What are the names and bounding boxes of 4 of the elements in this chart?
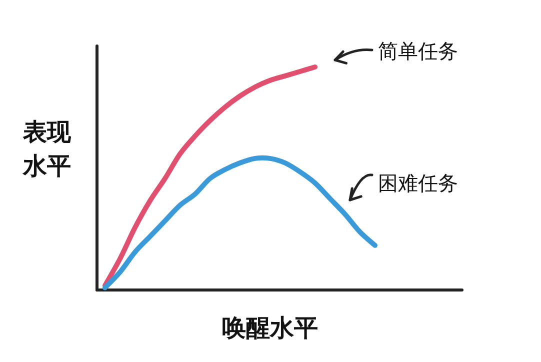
x-axis-title: 唤醒水平 bbox=[222, 314, 318, 342]
text: 简单任务 bbox=[378, 39, 458, 63]
series-label: 困难任务 bbox=[378, 171, 458, 195]
y-axis-title: 表现水平 bbox=[22, 118, 72, 180]
